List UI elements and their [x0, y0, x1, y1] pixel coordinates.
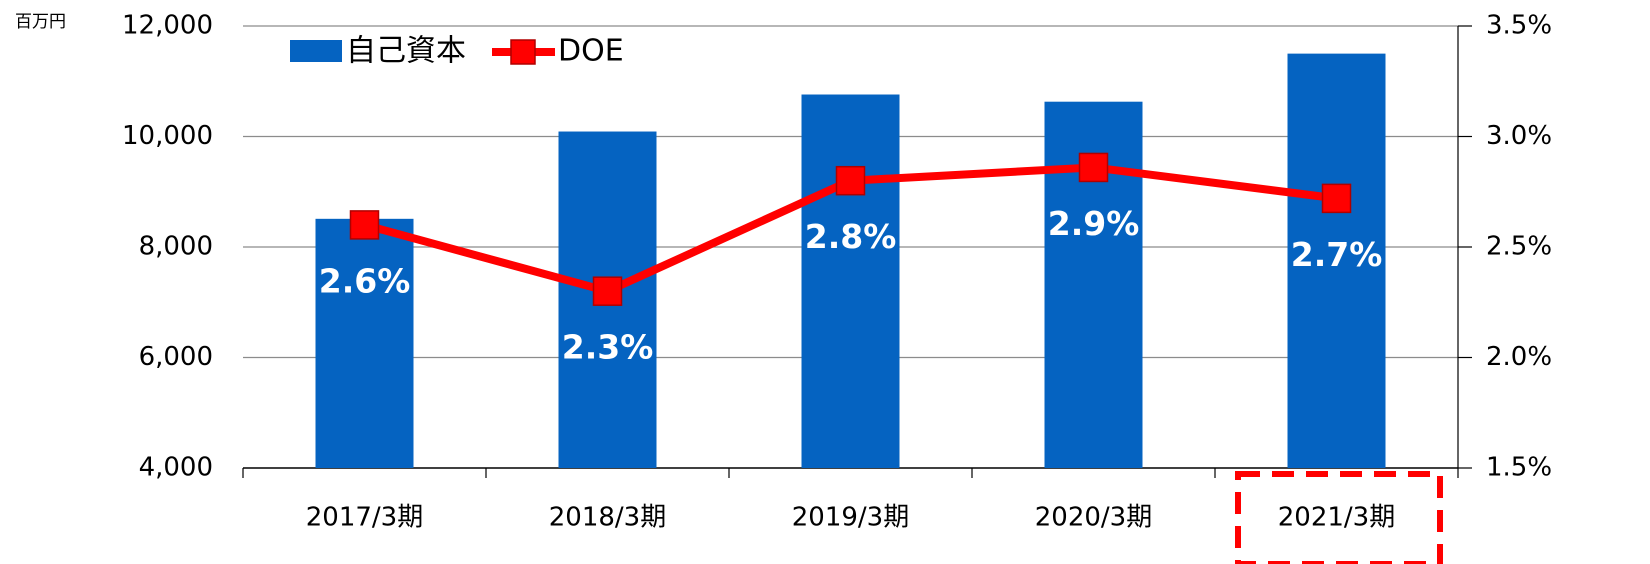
x-tick-label: 2019/3期 — [792, 503, 909, 533]
y-tick-label: 8,000 — [139, 232, 213, 262]
marker — [349, 210, 380, 240]
data-label: 2.8% — [805, 217, 897, 256]
data-label: 2.7% — [1291, 235, 1383, 274]
y-tick-label: 12,000 — [122, 11, 213, 41]
legend-swatch — [510, 39, 536, 65]
y2-tick-label: 3.0% — [1486, 121, 1552, 151]
marker — [1078, 152, 1109, 183]
bar — [1287, 53, 1386, 468]
y-unit: 百万円 — [15, 12, 66, 32]
legend-label: DOE — [558, 34, 624, 69]
marker — [835, 165, 866, 196]
marker — [1321, 183, 1352, 214]
legend-label: 自己資本 — [346, 34, 466, 69]
y-tick-label: 10,000 — [122, 121, 213, 151]
highlight-box — [1235, 471, 1443, 564]
data-label: 2.3% — [562, 328, 654, 367]
legend-swatch — [290, 40, 342, 62]
data-label: 2.6% — [319, 261, 411, 300]
bar — [315, 218, 414, 468]
x-tick-label: 2021/3期 — [1278, 503, 1395, 533]
y-tick-label: 4,000 — [139, 453, 213, 483]
y2-tick-label: 2.5% — [1486, 232, 1552, 262]
y-tick-label: 6,000 — [139, 342, 213, 372]
data-label: 2.9% — [1048, 204, 1140, 243]
y2-tick-label: 1.5% — [1486, 453, 1552, 483]
x-tick-label: 2020/3期 — [1035, 503, 1152, 533]
marker — [592, 276, 623, 306]
x-tick-label: 2018/3期 — [549, 503, 666, 533]
x-tick-label: 2017/3期 — [306, 503, 423, 533]
bar — [801, 94, 900, 468]
y2-tick-label: 2.0% — [1486, 342, 1552, 372]
y2-tick-label: 3.5% — [1486, 11, 1552, 41]
